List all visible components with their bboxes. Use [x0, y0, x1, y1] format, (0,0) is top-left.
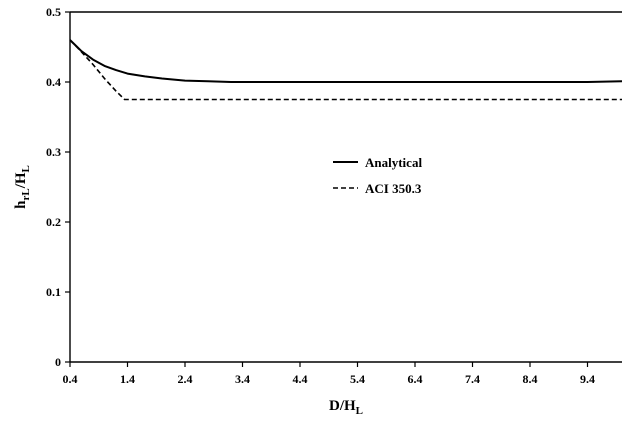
plot-frame: [69, 11, 622, 363]
y-tick-label: 0.4: [46, 75, 61, 89]
x-tick-label: 3.4: [235, 372, 250, 386]
x-tick-label: 8.4: [523, 372, 538, 386]
series-line-aci-350-3: [69, 39, 622, 101]
y-ticks: 0 0.1 0.2 0.3 0.4 0.5: [46, 5, 70, 369]
legend-label-analytical: Analytical: [365, 155, 422, 170]
x-tick-label: 1.4: [120, 372, 135, 386]
legend-label-aci: ACI 350.3: [365, 181, 422, 196]
x-tick-label: 5.4: [350, 372, 365, 386]
legend: Analytical ACI 350.3: [333, 155, 422, 196]
x-tick-label: 4.4: [293, 372, 308, 386]
x-tick-label: 6.4: [408, 372, 423, 386]
x-tick-label: 9.4: [580, 372, 595, 386]
y-tick-label: 0: [55, 355, 61, 369]
y-axis-title: hrL/HL: [13, 165, 32, 209]
series-line-analytical: [69, 39, 623, 83]
series-layer: [69, 39, 623, 101]
y-tick-label: 0.5: [46, 5, 61, 19]
x-tick-label: 2.4: [178, 372, 193, 386]
y-tick-label: 0.2: [46, 215, 61, 229]
y-tick-label: 0.1: [46, 285, 61, 299]
x-axis-title: D/HL: [329, 398, 363, 417]
x-ticks: 0.4 1.4 2.4 3.4 4.4 5.4 6.4 7.4 8.4 9.4: [63, 362, 595, 386]
y-tick-label: 0.3: [46, 145, 61, 159]
x-tick-label: 0.4: [63, 372, 78, 386]
x-tick-label: 7.4: [465, 372, 480, 386]
